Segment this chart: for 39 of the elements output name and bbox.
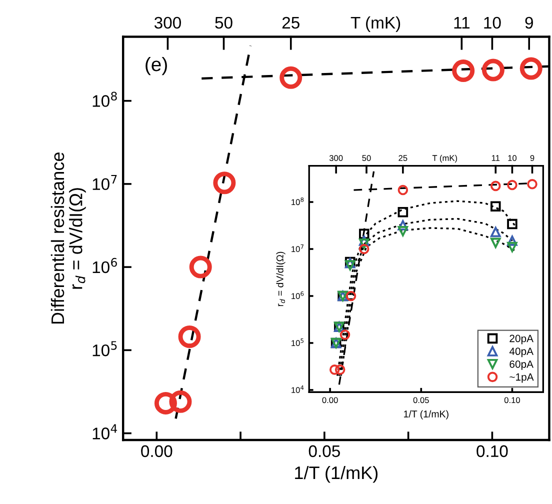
x2-axis-title: T (mK) [432, 154, 458, 163]
x-axis-title: 1/T (1/mK) [404, 410, 448, 420]
x-tick-label: 0.00 [322, 397, 338, 404]
x-tick-label: 0.10 [476, 445, 508, 458]
x-tick-label: 0.00 [141, 445, 172, 458]
y-tick-label: 10$^{5}$ [92, 341, 117, 356]
y-tick-label: 10$^{8}$ [292, 197, 304, 206]
y-tick-label: 10$^{6}$ [292, 291, 304, 300]
x-tick-label: 0.05 [308, 445, 340, 458]
legend-label: 40pA [509, 348, 534, 358]
annotation: 300 [329, 155, 343, 161]
x2-axis-title: T (mK) [350, 16, 400, 32]
annotation: 50 [362, 155, 371, 161]
y-tick-label: 10$^{5}$ [292, 338, 304, 346]
annotation: 11 [454, 17, 470, 28]
x-axis-title: 1/T (1/mK) [295, 466, 378, 483]
y-tick-label: 10$^{7}$ [92, 174, 117, 190]
legend-label: ~1pA [510, 373, 534, 383]
annotation: 25 [282, 16, 300, 29]
y-tick-label: 10$^{6}$ [92, 258, 117, 274]
y-tick-label: 10$^{7}$ [292, 244, 304, 252]
annotation: (e) [146, 56, 167, 76]
y-axis-title: r$_{d}$ = dV/dI(Ω) [276, 252, 286, 306]
y-tick-label: 10$^{4}$ [92, 424, 118, 440]
annotation: 10 [508, 155, 517, 161]
x-tick-label: 0.05 [413, 397, 429, 404]
annotation: 300 [154, 16, 181, 29]
annotation: 50 [215, 16, 232, 29]
y-tick-label: 10$^{4}$ [292, 385, 304, 394]
y-axis-title: Differential resistance r$_{d}$ = dV/dI(Ω) [50, 152, 86, 324]
x-tick-label: 0.10 [504, 397, 520, 404]
annotation: 9 [530, 155, 534, 161]
legend-label: 60pA [510, 360, 534, 370]
y-tick-label: 10$^{8}$ [92, 92, 117, 107]
annotation: 9 [525, 16, 533, 29]
annotation: 10 [484, 16, 501, 29]
legend-label: 20pA [510, 334, 534, 344]
annotation: 25 [398, 155, 408, 161]
annotation: 11 [492, 155, 500, 161]
